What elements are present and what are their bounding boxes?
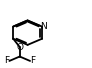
Text: N: N: [40, 22, 47, 31]
Text: F: F: [30, 56, 35, 65]
Text: O: O: [16, 42, 23, 51]
Text: F: F: [5, 56, 10, 65]
